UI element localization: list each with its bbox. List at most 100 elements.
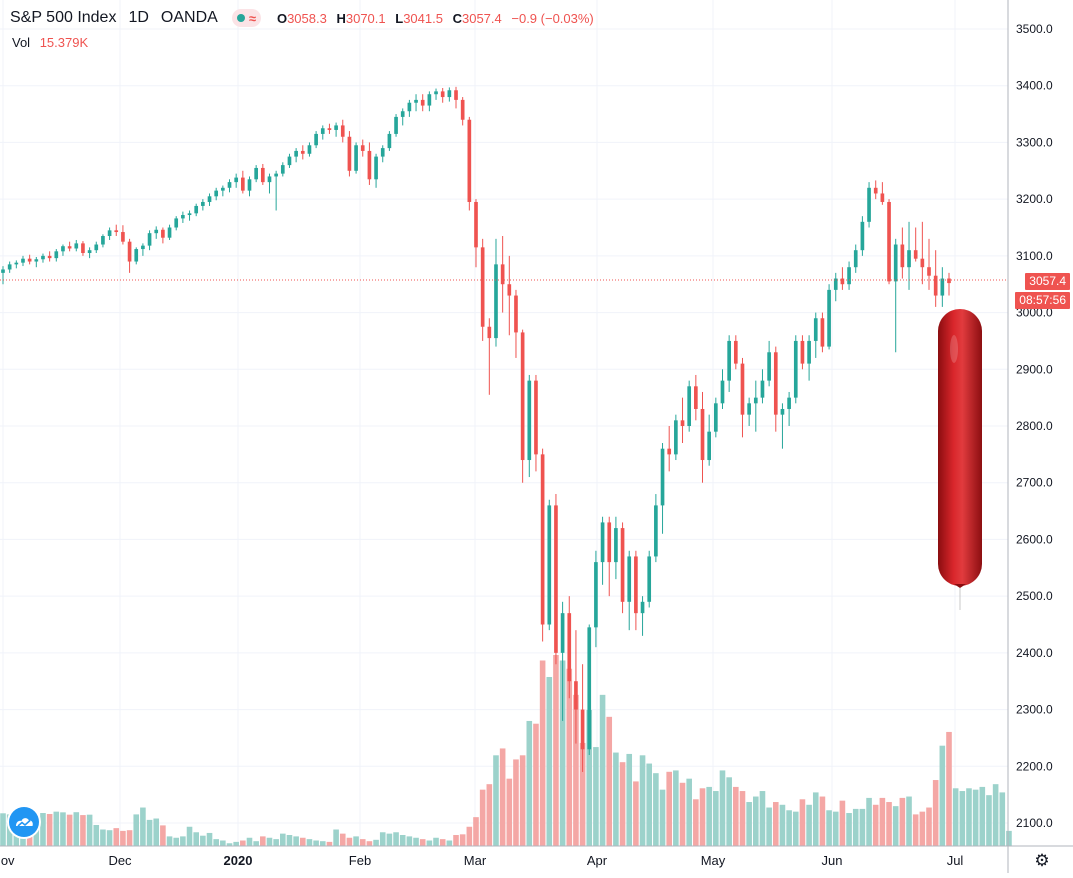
volume-bar [366, 841, 373, 846]
candle-body [440, 91, 445, 98]
candle-body [500, 264, 505, 285]
volume-bar [679, 782, 686, 846]
volume-bar [180, 836, 186, 846]
market-status-dot-icon [236, 14, 245, 22]
candle-body [487, 326, 492, 339]
volume-bar [153, 818, 160, 846]
volume-label: Vol [12, 35, 31, 50]
candle-body [860, 221, 865, 251]
candle-body [913, 250, 918, 259]
candle-body [574, 681, 578, 710]
volume-bar [120, 830, 126, 846]
volume-bar [619, 762, 626, 846]
candle-body [387, 133, 392, 149]
candle-body [234, 177, 239, 183]
volume-bar [479, 789, 486, 846]
volume-bar [599, 694, 606, 846]
candle-body [687, 386, 692, 426]
symbol-name[interactable]: S&P 500 Index [10, 9, 117, 26]
candle-body [314, 133, 318, 146]
candle-body [101, 236, 105, 245]
volume-bar [46, 813, 53, 846]
candle-body [267, 176, 272, 183]
candle-body [454, 90, 458, 100]
candle-body [161, 229, 165, 238]
candle-body [787, 397, 791, 409]
ohlc-values: O3058.3 H3070.1 L3041.5 C3057.4 −0.9 (−0… [277, 11, 600, 26]
candle-body [400, 111, 405, 117]
volume-bar [539, 660, 546, 846]
volume-legend: Vol 15.379K [12, 35, 88, 50]
market-status-pill[interactable]: ≈ [231, 9, 261, 27]
volume-bar [593, 747, 599, 846]
candle-body [880, 193, 885, 202]
volume-bar [53, 811, 60, 846]
candle-body [227, 182, 232, 188]
candle-body [367, 150, 372, 180]
y-tick-label: 3100.0 [1016, 249, 1053, 263]
candle-body [201, 201, 205, 206]
volume-bar [786, 810, 792, 846]
volume-bar [919, 811, 926, 846]
candle-body [427, 94, 432, 106]
y-tick-label: 2200.0 [1016, 759, 1053, 773]
candle-body [94, 244, 99, 251]
candle-body [767, 352, 771, 381]
candle-body [660, 448, 665, 506]
candle-body [727, 340, 731, 381]
candle-body [893, 244, 898, 282]
volume-bar [559, 660, 566, 846]
volume-bar [1006, 830, 1012, 846]
candle-body [354, 145, 358, 171]
candle-body [74, 243, 79, 249]
candle-body [240, 177, 245, 191]
candle-body [307, 145, 312, 154]
candle-body [347, 136, 352, 171]
candlesticks [0, 86, 1008, 772]
volume-bar [819, 796, 826, 846]
volume-bar [353, 836, 359, 846]
candle-body [793, 340, 798, 398]
volume-bar [466, 826, 473, 846]
volume-bar [66, 814, 73, 846]
interval-label[interactable]: 1D [128, 9, 149, 26]
volume-bar [839, 800, 846, 846]
volume-bar [113, 828, 120, 846]
candle-body [407, 102, 412, 112]
balloon-knot [954, 584, 966, 588]
volume-value: 15.379K [39, 35, 89, 50]
volume-bar [812, 792, 819, 846]
candle-body [21, 258, 25, 263]
volume-bar [326, 841, 333, 846]
candle-body [327, 128, 332, 130]
volume-bar [939, 745, 946, 846]
volume-bar [140, 807, 146, 846]
volume-bar [719, 770, 726, 846]
volume-bar [193, 832, 199, 846]
candle-body [480, 247, 485, 327]
candle-body [174, 218, 179, 228]
candle-body [933, 275, 938, 296]
volume-bar [579, 742, 586, 846]
volume-bar [513, 759, 519, 846]
candle-body [134, 249, 139, 262]
volume-bar [706, 786, 712, 846]
volume-bar [459, 834, 466, 846]
candle-body [14, 262, 19, 265]
volume-bar [86, 814, 93, 846]
volume-bar [126, 830, 133, 846]
candle-body [274, 173, 278, 177]
volume-bar [519, 755, 526, 846]
candle-body [47, 255, 52, 259]
candle-body [81, 243, 85, 254]
tradingview-cloud-icon[interactable] [9, 807, 39, 837]
y-tick-label: 2100.0 [1016, 816, 1053, 830]
volume-bar [253, 841, 259, 846]
candle-body [280, 165, 285, 174]
volume-bar [526, 720, 533, 846]
gear-icon[interactable]: ⚙ [1034, 851, 1050, 870]
candle-body [374, 156, 378, 180]
